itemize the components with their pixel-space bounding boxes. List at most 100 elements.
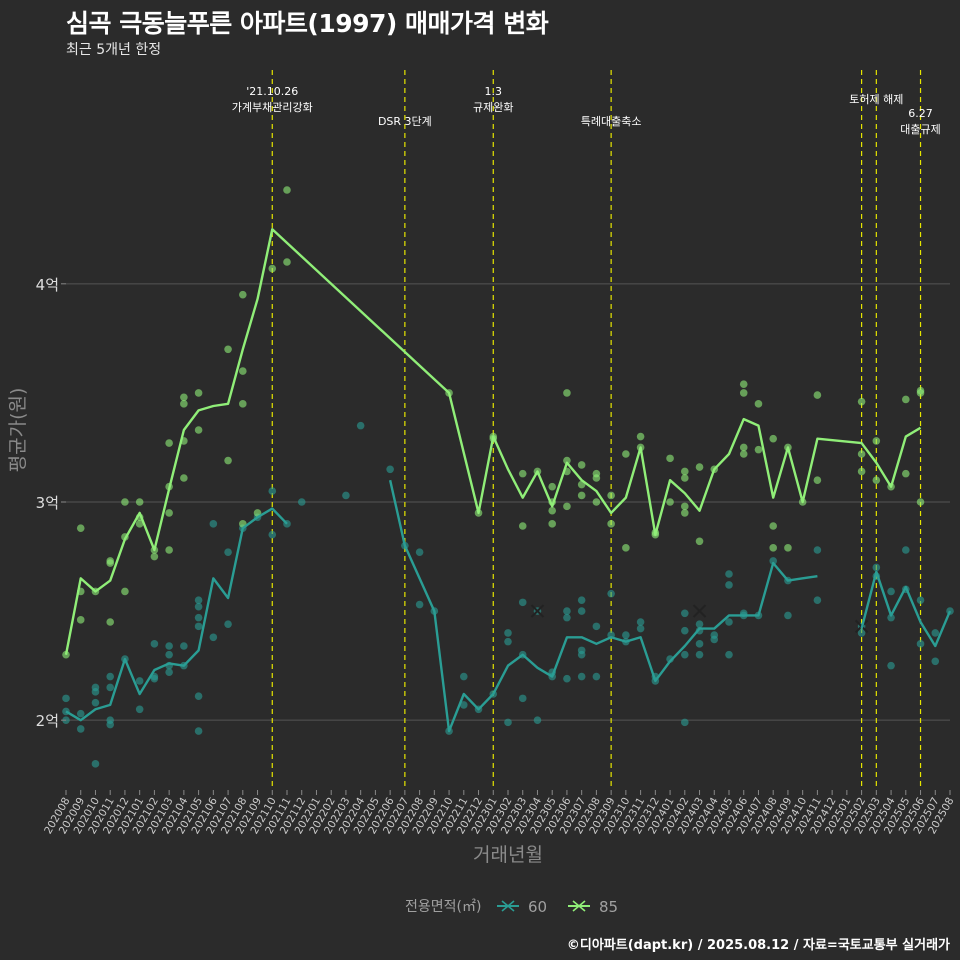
data-point: [592, 622, 601, 631]
data-point: [165, 546, 173, 554]
series-line-60: [388, 479, 818, 733]
data-point: [931, 629, 940, 637]
data-point: [165, 668, 173, 676]
data-point: [91, 760, 100, 768]
data-point: [194, 596, 203, 604]
data-point: [548, 520, 556, 528]
data-point: [754, 400, 763, 408]
points-layer: [62, 186, 954, 768]
data-point: [577, 646, 586, 655]
data-point: [135, 677, 144, 685]
data-point: [224, 620, 232, 628]
data-point: [769, 434, 777, 443]
data-point: [180, 400, 188, 408]
data-point: [887, 613, 895, 622]
data-point: [76, 709, 85, 718]
data-point: [563, 613, 571, 622]
data-point: [224, 456, 232, 465]
data-point: [76, 524, 85, 532]
data-point: [283, 186, 291, 194]
data-point: [636, 624, 645, 633]
data-point: [636, 618, 645, 626]
data-point: [386, 465, 394, 474]
data-point: [62, 694, 70, 703]
data-point: [563, 456, 571, 465]
data-point: [754, 445, 763, 454]
data-point: [194, 426, 203, 434]
data-point: [666, 498, 674, 506]
event-label: '21.10.26: [246, 85, 298, 98]
data-point: [636, 432, 645, 441]
data-point: [784, 544, 792, 552]
data-point: [872, 476, 881, 484]
data-point: [916, 640, 925, 648]
data-point: [931, 657, 940, 666]
data-point: [150, 640, 159, 648]
data-point: [283, 258, 291, 266]
data-point: [135, 520, 144, 528]
data-point: [504, 637, 512, 646]
data-point: [165, 650, 173, 659]
data-point: [194, 727, 203, 735]
data-point: [902, 395, 910, 404]
legend-label-85: 85: [599, 898, 618, 916]
data-point: [607, 520, 615, 528]
data-point: [342, 491, 350, 500]
data-point: [91, 683, 100, 692]
data-point: [592, 672, 601, 681]
data-point: [695, 463, 704, 471]
data-point: [460, 672, 468, 681]
data-point: [135, 498, 144, 506]
data-point: [607, 491, 615, 500]
y-tick-label: 4억: [36, 276, 59, 294]
data-point: [857, 629, 866, 637]
data-point: [813, 596, 822, 604]
event-label: DSR 3단계: [378, 115, 432, 128]
data-point: [268, 530, 277, 539]
data-point: [415, 548, 424, 556]
data-point: [548, 506, 556, 515]
data-point: [577, 596, 586, 604]
data-point: [592, 474, 601, 482]
data-point: [916, 596, 925, 604]
data-point: [592, 498, 601, 506]
data-point: [857, 467, 866, 476]
data-point: [180, 474, 188, 482]
data-point: [710, 631, 719, 639]
data-point: [784, 611, 792, 620]
event-label: 규제완화: [473, 101, 513, 114]
data-point: [902, 546, 910, 554]
data-point: [577, 491, 586, 500]
data-point: [268, 487, 277, 495]
data-point: [725, 650, 733, 659]
data-point: [504, 629, 512, 637]
data-point: [209, 520, 218, 528]
chart-subtitle: 최근 5개년 한정: [66, 42, 162, 58]
data-point: [194, 613, 203, 622]
data-point: [681, 467, 689, 476]
data-point: [902, 469, 910, 478]
data-point: [356, 421, 365, 430]
data-point: [194, 602, 203, 611]
data-point: [106, 557, 114, 565]
x-axis-title: 거래년월: [473, 844, 543, 866]
data-point: [769, 522, 777, 530]
data-point: [857, 397, 866, 406]
data-point: [666, 454, 674, 463]
source-caption: ©디아파트(dapt.kr) / 2025.08.12 / 자료=국토교통부 실…: [566, 938, 950, 953]
data-point: [106, 618, 114, 626]
data-point: [607, 589, 615, 598]
data-point: [563, 502, 571, 511]
data-point: [563, 674, 571, 683]
data-point: [180, 642, 188, 650]
data-point: [725, 570, 733, 578]
event-label: 특례대출축소: [581, 115, 642, 128]
data-point: [769, 557, 777, 565]
data-point: [106, 683, 114, 692]
data-point: [224, 548, 232, 556]
data-point: [548, 482, 556, 491]
data-point: [813, 476, 822, 484]
data-point: [622, 450, 630, 458]
